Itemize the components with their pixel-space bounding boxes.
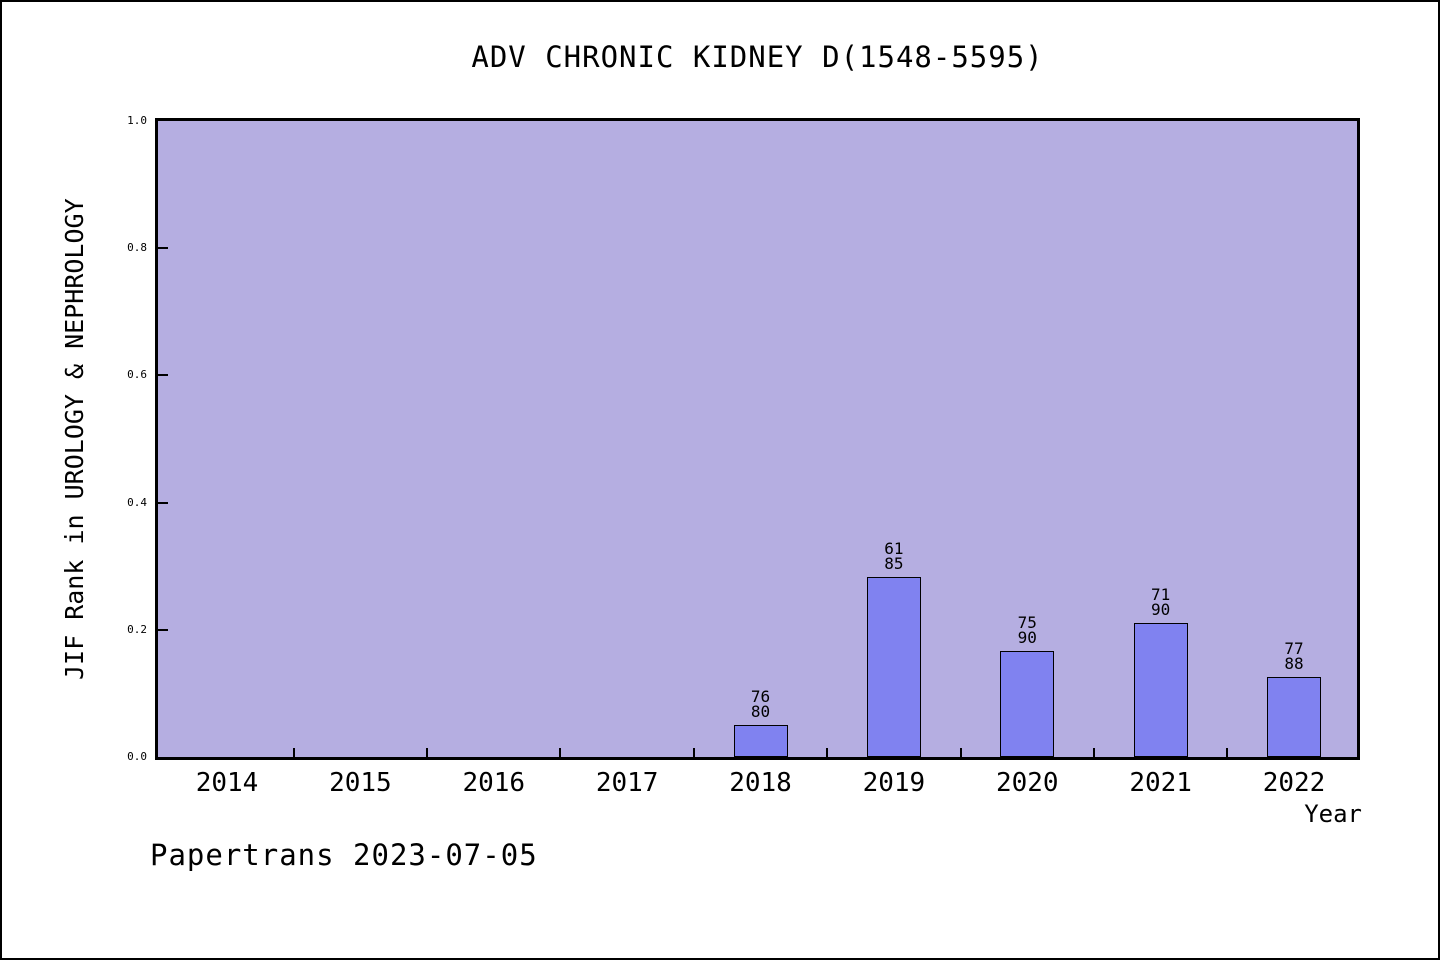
x-axis-label: Year (1304, 800, 1362, 828)
x-minor-tick-mark (292, 748, 295, 757)
bar-label-2019: 61 85 (884, 539, 904, 573)
y-tick-label: 0.6 (127, 368, 147, 382)
x-tick-label: 2018 (729, 768, 792, 798)
bar-label-2018: 76 80 (750, 687, 771, 721)
bar-2021 (1133, 623, 1188, 757)
x-minor-tick-mark (1092, 748, 1095, 757)
y-tick-mark (158, 501, 168, 504)
x-minor-tick-mark (959, 748, 962, 757)
x-tick-label: 2021 (1129, 768, 1192, 798)
x-minor-tick-mark (559, 748, 562, 757)
y-tick-label: 0.8 (127, 241, 147, 255)
watermark-text: Papertrans 2023-07-05 (150, 838, 538, 872)
x-tick-label: 2016 (462, 768, 526, 798)
x-minor-tick-mark (1226, 748, 1229, 757)
x-tick-label: 2022 (1262, 768, 1326, 798)
x-tick-label: 2019 (862, 768, 926, 798)
x-minor-tick-mark (826, 748, 829, 757)
bar-2020 (1000, 651, 1055, 757)
y-tick-label: 0.0 (127, 750, 147, 763)
y-tick-label: 0.4 (127, 495, 147, 509)
x-tick-label: 2015 (329, 768, 392, 798)
bar-2019 (866, 577, 921, 757)
bar-label-2021: 71 90 (1150, 585, 1171, 619)
y-tick-label: 1.0 (127, 114, 147, 127)
chart-title: ADV CHRONIC KIDNEY D(1548-5595) (471, 40, 1044, 74)
y-tick-mark (158, 628, 168, 631)
y-tick-mark (158, 374, 168, 377)
x-minor-tick-mark (426, 748, 429, 757)
x-minor-tick-mark (692, 748, 695, 757)
y-axis-label: JIF Rank in UROLOGY & NEPHROLOGY (60, 198, 89, 680)
bar-label-2022: 77 88 (1284, 639, 1304, 673)
bar-2018 (733, 725, 788, 757)
y-tick-mark (158, 247, 168, 250)
x-tick-label: 2020 (995, 768, 1059, 798)
bar-label-2020: 75 90 (1017, 613, 1037, 647)
x-tick-label: 2014 (195, 768, 259, 798)
plot-area (155, 118, 1360, 760)
y-tick-label: 0.2 (127, 622, 147, 636)
bar-2022 (1267, 677, 1321, 757)
x-tick-label: 2017 (595, 768, 659, 798)
